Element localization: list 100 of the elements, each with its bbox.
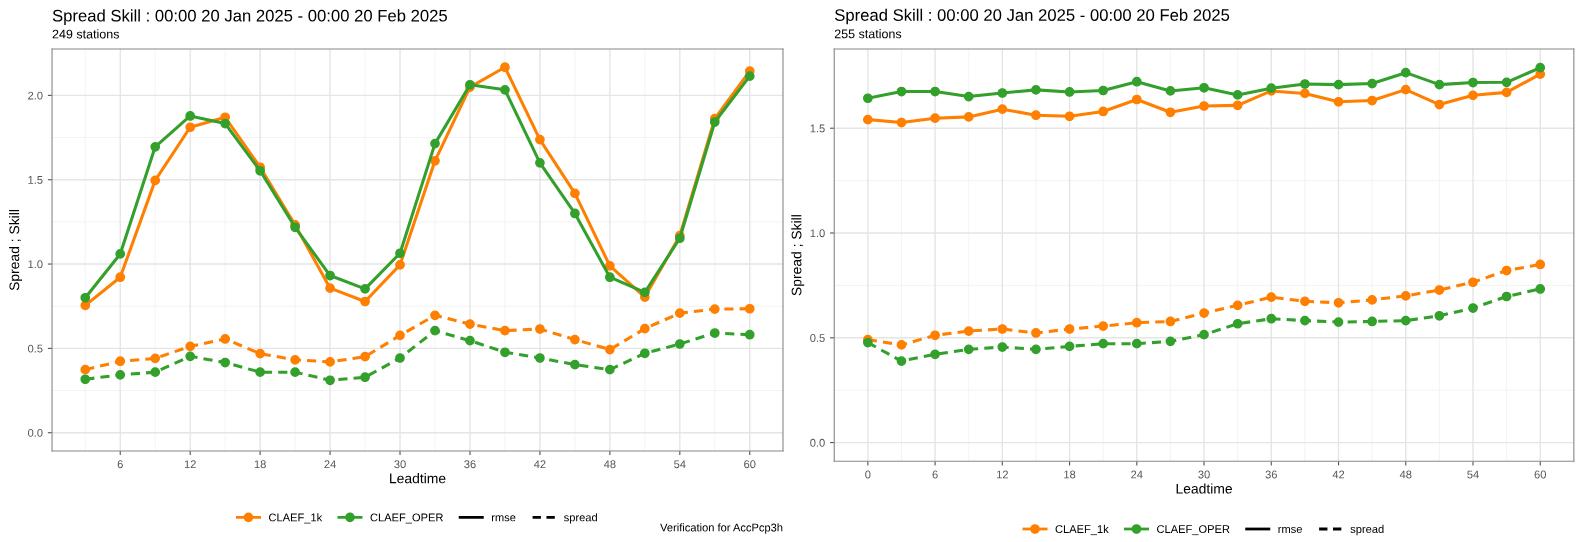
point <box>1098 106 1109 117</box>
point <box>1434 285 1445 295</box>
point <box>1468 90 1478 101</box>
legend-label: CLAEF_OPER <box>1157 525 1230 536</box>
point <box>535 157 545 168</box>
x-tick-label: 54 <box>674 460 686 469</box>
point <box>674 308 685 319</box>
y-tick-label: 1.5 <box>810 124 825 133</box>
point <box>465 319 475 329</box>
point <box>605 261 615 271</box>
x-tick-label: 36 <box>464 460 476 469</box>
point <box>963 326 974 336</box>
point <box>1232 318 1243 329</box>
point <box>290 354 300 365</box>
point <box>395 248 405 259</box>
point <box>430 155 440 166</box>
point <box>963 344 974 355</box>
legend-label: CLAEF_1k <box>269 513 323 524</box>
point <box>360 296 370 307</box>
point <box>997 88 1008 98</box>
point <box>1501 77 1512 88</box>
point <box>930 113 940 124</box>
point <box>1064 324 1075 334</box>
point <box>80 364 91 375</box>
point <box>1199 101 1209 111</box>
point <box>1400 67 1411 78</box>
point <box>1199 329 1209 340</box>
point <box>744 303 755 314</box>
point <box>896 340 907 350</box>
point <box>1333 79 1344 90</box>
point <box>963 91 974 102</box>
point <box>1434 99 1445 110</box>
point <box>80 374 91 385</box>
point <box>930 86 940 97</box>
x-tick-label: 0 <box>865 470 871 479</box>
point <box>1199 308 1209 318</box>
point <box>500 325 510 336</box>
point <box>1400 315 1411 326</box>
chart-subtitle: 249 stations <box>52 29 119 39</box>
y-tick-label: 0.5 <box>28 344 43 353</box>
point <box>896 117 907 128</box>
x-axis-title: Leadtime <box>390 473 446 484</box>
x-tick-label: 36 <box>1265 470 1277 479</box>
point <box>709 117 720 127</box>
text: spread <box>564 513 597 524</box>
point <box>1266 313 1277 324</box>
point <box>430 310 440 321</box>
y-axis-title: Spread ; Skill <box>9 209 23 291</box>
point <box>115 370 126 380</box>
y-axis-title: Spread ; Skill <box>791 215 805 296</box>
point <box>115 272 126 283</box>
point <box>535 134 545 145</box>
x-tick-label: 24 <box>1131 470 1143 479</box>
point <box>1165 86 1176 96</box>
point <box>1232 100 1243 111</box>
point <box>1434 310 1445 321</box>
text: spread <box>1350 524 1384 536</box>
point <box>862 114 873 125</box>
point <box>1400 84 1411 95</box>
point <box>963 112 974 122</box>
point <box>1031 85 1041 95</box>
x-axis-title: Leadtime <box>1176 483 1232 494</box>
point <box>220 334 231 344</box>
x-tick-label: 42 <box>1332 470 1345 479</box>
point <box>325 270 335 281</box>
point <box>674 339 685 349</box>
point <box>1501 265 1512 276</box>
x-tick-label: 18 <box>1064 470 1076 479</box>
point <box>1333 96 1344 107</box>
x-tick-label: 6 <box>932 470 938 479</box>
point <box>997 324 1008 334</box>
point <box>255 348 265 359</box>
point <box>500 347 510 358</box>
point <box>1165 316 1176 327</box>
point <box>360 372 370 383</box>
point <box>465 335 475 346</box>
point <box>1031 110 1041 121</box>
point <box>1131 76 1142 87</box>
y-tick-label: 0.5 <box>810 334 825 342</box>
point <box>1031 344 1041 355</box>
point <box>325 357 335 367</box>
point <box>1300 296 1310 307</box>
point <box>1064 341 1075 352</box>
point <box>1333 317 1344 327</box>
point <box>220 118 231 129</box>
point <box>1232 300 1243 311</box>
x-tick-label: 60 <box>1534 470 1546 479</box>
point <box>605 344 615 355</box>
point <box>1367 295 1377 305</box>
point <box>1266 292 1277 303</box>
point <box>150 141 161 152</box>
point <box>500 84 510 95</box>
point <box>185 351 196 362</box>
y-tick-label: 0.0 <box>810 438 825 447</box>
legend-label: CLAEF_OPER <box>370 513 443 524</box>
point <box>1064 111 1075 122</box>
point <box>80 292 91 303</box>
point <box>185 111 196 121</box>
point <box>1300 79 1310 89</box>
x-tick-label: 30 <box>1198 470 1210 479</box>
